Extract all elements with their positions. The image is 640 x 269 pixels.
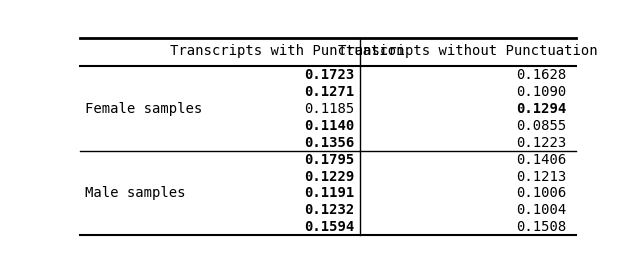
Text: 0.1271: 0.1271	[304, 85, 355, 99]
Text: Transcripts with Punctuation: Transcripts with Punctuation	[170, 44, 404, 58]
Text: Transcripts without Punctuation: Transcripts without Punctuation	[339, 44, 598, 58]
Text: 0.1090: 0.1090	[516, 85, 566, 99]
Text: 0.1723: 0.1723	[304, 68, 355, 82]
Text: 0.1795: 0.1795	[304, 153, 355, 167]
Text: Male samples: Male samples	[85, 186, 186, 200]
Text: 0.1628: 0.1628	[516, 68, 566, 82]
Text: 0.0855: 0.0855	[516, 119, 566, 133]
Text: 0.1006: 0.1006	[516, 186, 566, 200]
Text: 0.1406: 0.1406	[516, 153, 566, 167]
Text: 0.1191: 0.1191	[304, 186, 355, 200]
Text: 0.1294: 0.1294	[516, 102, 566, 116]
Text: 0.1232: 0.1232	[304, 203, 355, 217]
Text: Female samples: Female samples	[85, 102, 202, 116]
Text: 0.1185: 0.1185	[304, 102, 355, 116]
Text: 0.1140: 0.1140	[304, 119, 355, 133]
Text: 0.1356: 0.1356	[304, 136, 355, 150]
Text: 0.1004: 0.1004	[516, 203, 566, 217]
Text: 0.1213: 0.1213	[516, 169, 566, 183]
Text: 0.1229: 0.1229	[304, 169, 355, 183]
Text: 0.1223: 0.1223	[516, 136, 566, 150]
Text: 0.1594: 0.1594	[304, 220, 355, 234]
Text: 0.1508: 0.1508	[516, 220, 566, 234]
